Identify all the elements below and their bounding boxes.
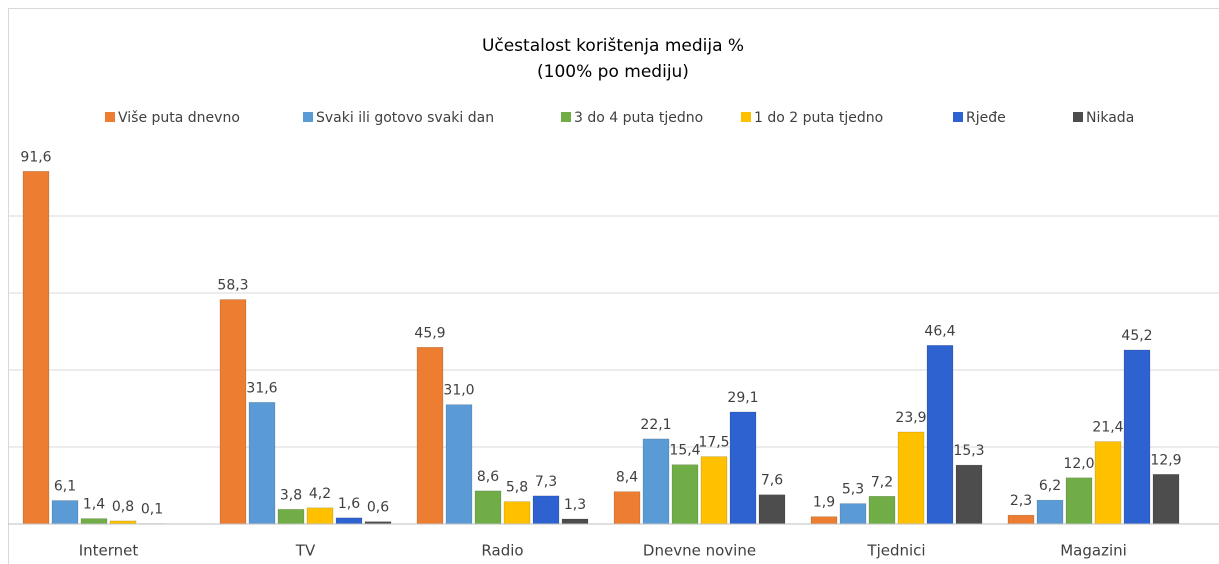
data-label: 6,1 [54, 479, 76, 495]
data-label: 58,3 [217, 278, 248, 294]
data-label: 0,1 [141, 502, 163, 518]
data-label: 22,1 [640, 417, 671, 433]
data-label: 7,3 [535, 474, 557, 490]
data-label: 12,9 [1150, 452, 1181, 468]
chart-frame [8, 8, 1219, 564]
data-label: 8,6 [477, 469, 499, 485]
bar [335, 517, 363, 525]
bar [868, 496, 896, 525]
x-tick-label: Radio [481, 542, 523, 560]
bar [51, 500, 79, 525]
data-label: 1,9 [813, 495, 835, 511]
bar [955, 464, 983, 525]
bar [80, 518, 108, 525]
data-label: 2,3 [1010, 493, 1032, 509]
legend-label: Svaki ili gotovo svaki dan [316, 110, 494, 126]
bar [277, 509, 305, 525]
bar [926, 345, 954, 525]
bar [613, 491, 641, 525]
legend-label: Više puta dnevno [118, 110, 240, 126]
data-label: 5,3 [842, 482, 864, 498]
chart-title: Učestalost korištenja medija % [482, 36, 744, 56]
bar [642, 438, 670, 525]
bar [248, 402, 276, 525]
bar [1094, 441, 1122, 525]
bar [22, 171, 50, 525]
bar [897, 431, 925, 525]
data-label: 4,2 [309, 486, 331, 502]
bar [729, 411, 757, 525]
legend-swatch [303, 112, 313, 122]
x-tick-label: Magazini [1060, 542, 1127, 560]
data-label: 3,8 [280, 487, 302, 503]
data-label: 21,4 [1092, 420, 1123, 436]
bar [1036, 499, 1064, 525]
bar [1123, 349, 1151, 525]
data-label: 17,5 [698, 435, 729, 451]
data-label: 0,8 [112, 499, 134, 515]
legend-swatch [561, 112, 571, 122]
data-label: 7,6 [761, 473, 783, 489]
bar [532, 495, 560, 525]
data-label: 1,6 [338, 496, 360, 512]
data-label: 15,4 [669, 443, 700, 459]
data-label: 91,6 [20, 149, 51, 165]
x-tick-label: Tjednici [866, 542, 925, 560]
legend-swatch [105, 112, 115, 122]
chart-subtitle: (100% po mediju) [537, 62, 689, 82]
legend-swatch [741, 112, 751, 122]
data-label: 29,1 [727, 390, 758, 406]
bar [306, 507, 334, 525]
legend-swatch [1073, 112, 1083, 122]
x-tick-label: Dnevne novine [643, 542, 756, 560]
bar [219, 299, 247, 525]
data-label: 46,4 [924, 323, 955, 339]
bar [1152, 474, 1180, 525]
data-label: 7,2 [871, 474, 893, 490]
x-tick-label: Internet [79, 542, 139, 560]
bar [700, 456, 728, 525]
legend-label: Rjeđe [966, 110, 1006, 126]
bar [1065, 477, 1093, 525]
legend-label: 3 do 4 puta tjedno [574, 110, 703, 126]
data-label: 5,8 [506, 480, 528, 496]
data-label: 12,0 [1063, 456, 1094, 472]
data-label: 23,9 [895, 410, 926, 426]
legend-swatch [953, 112, 963, 122]
legend-label: Nikada [1086, 110, 1134, 126]
x-tick-label: TV [295, 542, 316, 560]
bar [839, 503, 867, 525]
bar [445, 404, 473, 525]
data-label: 15,3 [953, 443, 984, 459]
data-label: 6,2 [1039, 478, 1061, 494]
bar [758, 494, 786, 525]
bar [503, 501, 531, 525]
bar [810, 516, 838, 525]
data-label: 1,4 [83, 497, 105, 513]
bar [671, 464, 699, 525]
data-label: 45,9 [414, 325, 445, 341]
data-label: 0,6 [367, 500, 389, 516]
data-label: 31,6 [246, 380, 277, 396]
bar [416, 347, 444, 525]
bar [1007, 514, 1035, 525]
legend-label: 1 do 2 puta tjedno [754, 110, 883, 126]
bar [561, 518, 589, 525]
data-label: 8,4 [616, 470, 638, 486]
data-label: 31,0 [443, 383, 474, 399]
bar [474, 490, 502, 525]
data-label: 1,3 [564, 497, 586, 513]
data-label: 45,2 [1121, 328, 1152, 344]
